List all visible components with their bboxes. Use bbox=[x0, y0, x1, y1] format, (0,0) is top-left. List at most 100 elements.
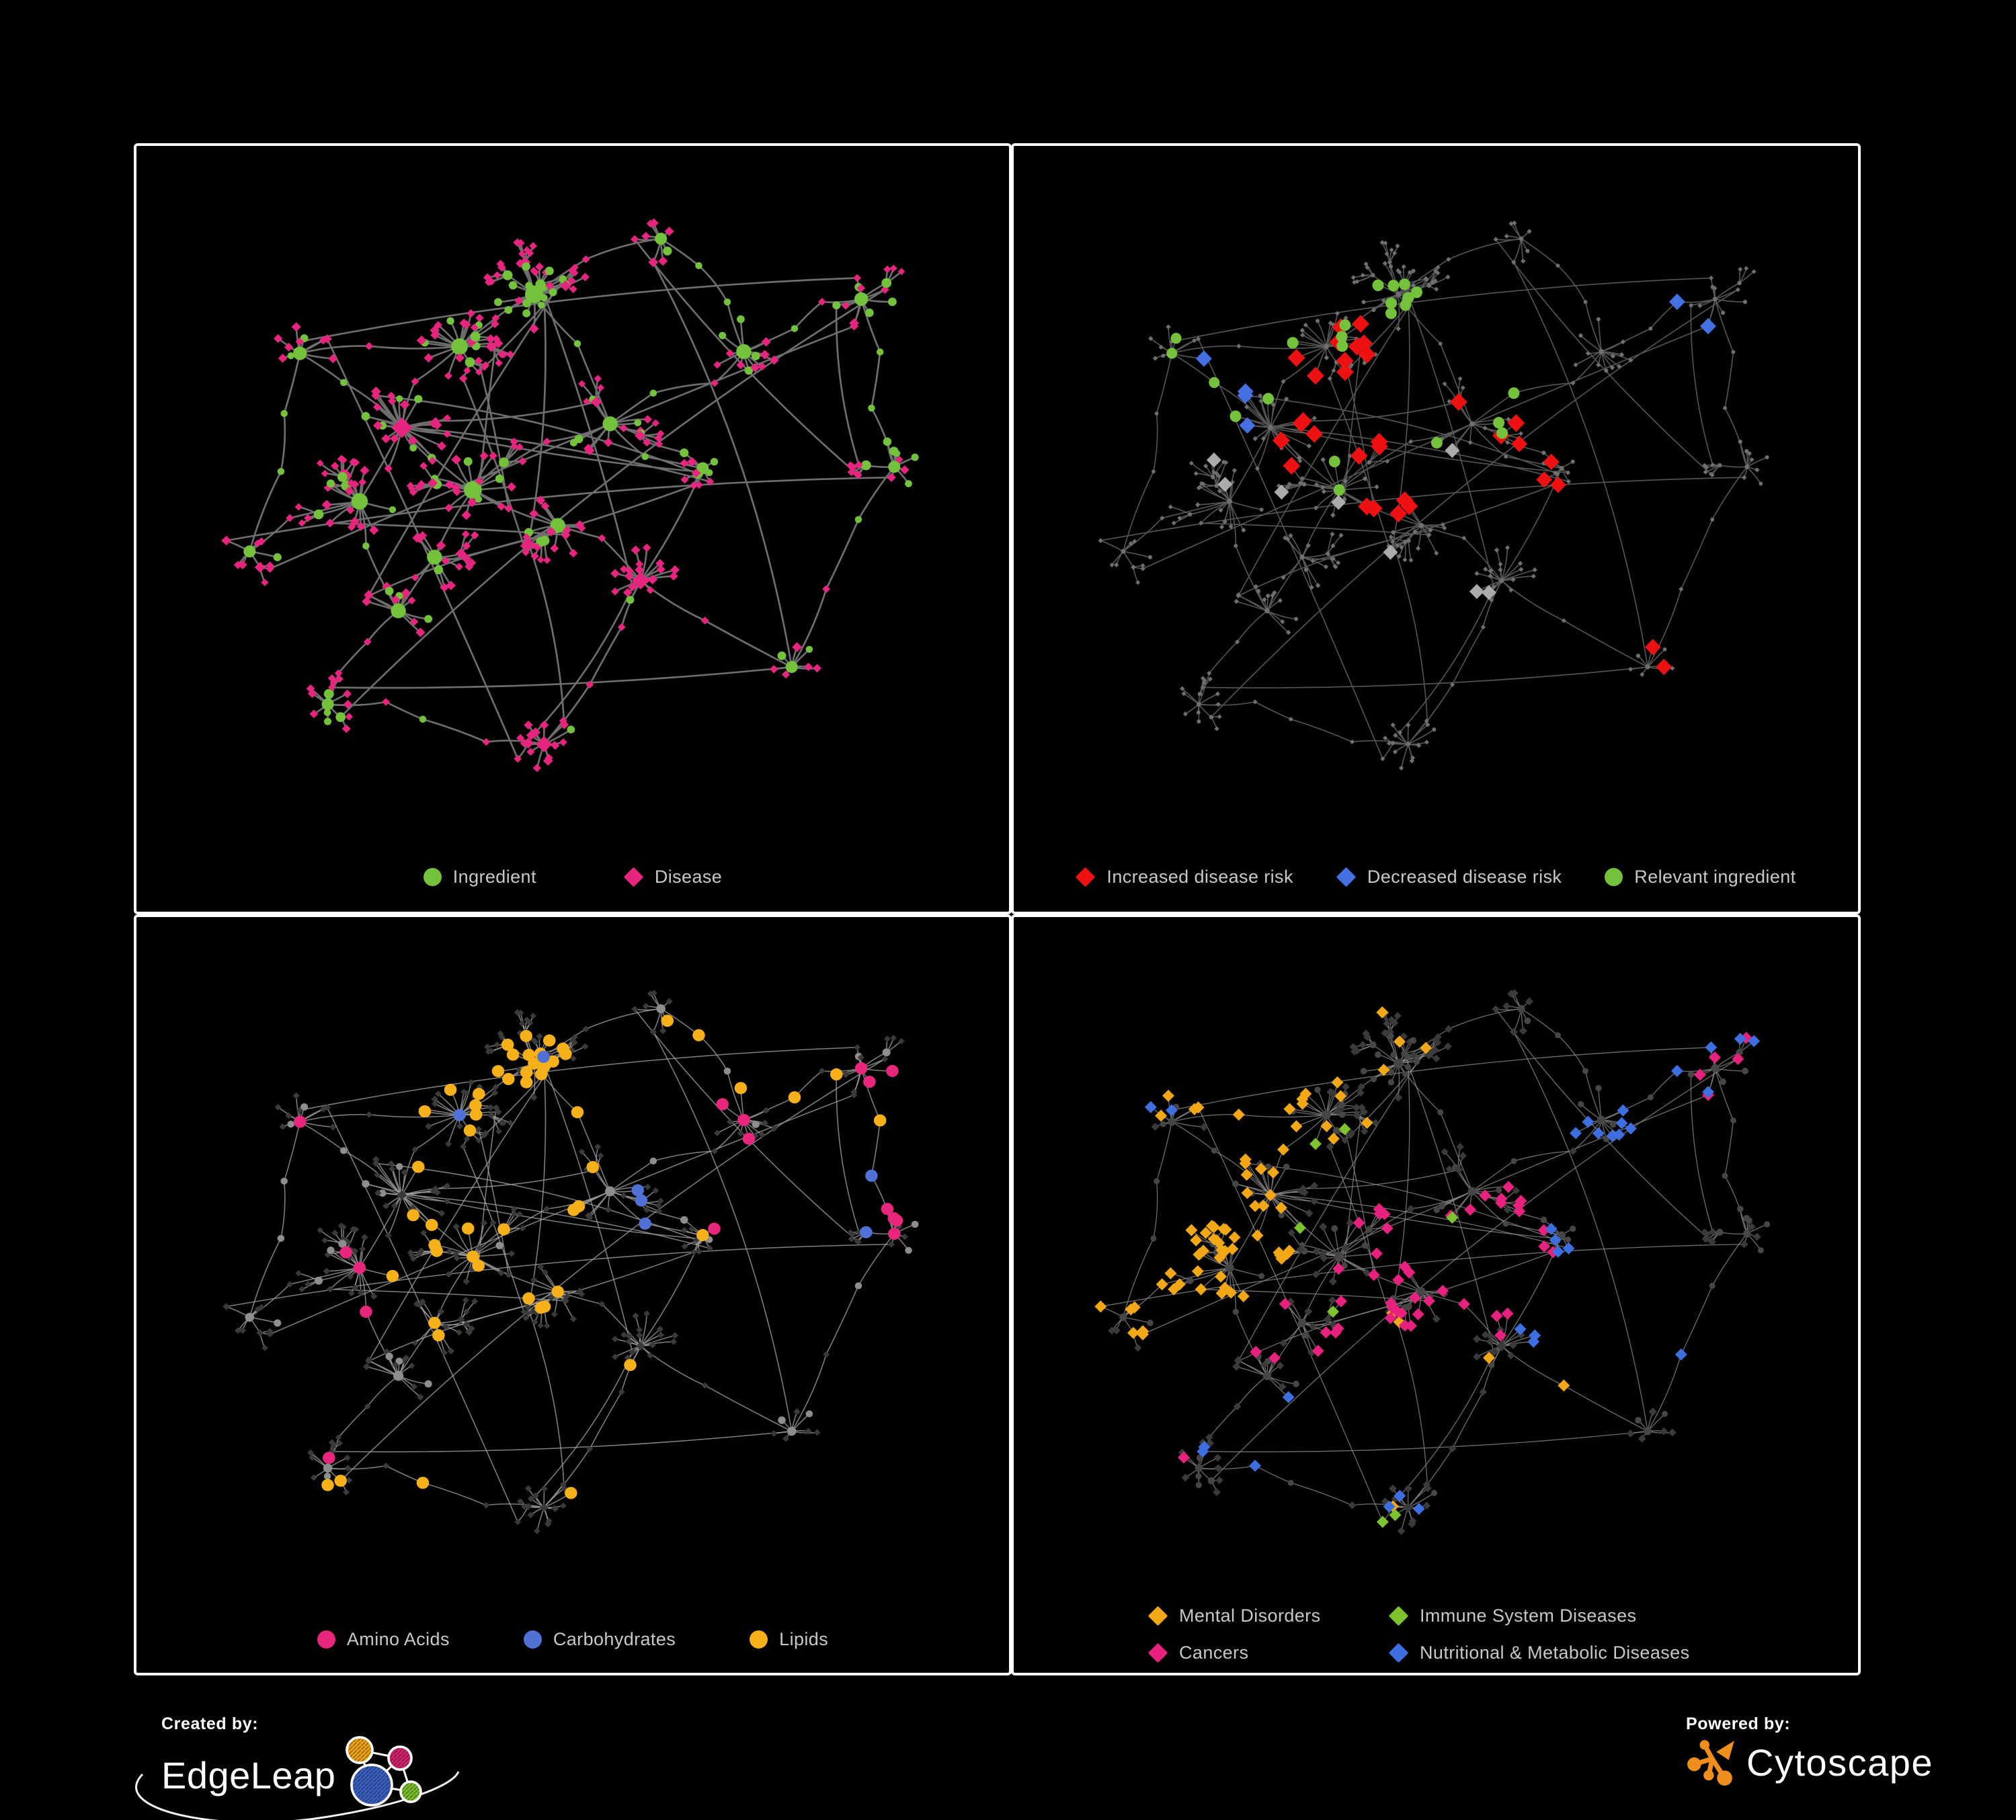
network-node bbox=[1490, 1348, 1498, 1357]
network-node bbox=[1191, 1265, 1204, 1277]
network-edge bbox=[871, 407, 895, 467]
network-node bbox=[339, 456, 348, 464]
network-node bbox=[475, 368, 483, 376]
network-node bbox=[1432, 727, 1437, 732]
network-node bbox=[462, 1297, 469, 1304]
network-node bbox=[1338, 532, 1344, 538]
network-edge bbox=[836, 1074, 860, 1232]
network-node bbox=[841, 301, 850, 310]
network-node bbox=[1570, 1127, 1582, 1140]
network-node bbox=[1442, 525, 1447, 531]
network-node bbox=[1165, 1104, 1178, 1117]
network-node bbox=[1192, 1101, 1205, 1114]
network-node bbox=[522, 1048, 536, 1062]
network-node bbox=[635, 565, 645, 575]
network-node bbox=[1349, 1043, 1358, 1052]
network-node bbox=[1254, 1162, 1267, 1175]
network-node bbox=[1437, 1284, 1449, 1298]
network-node bbox=[1353, 1047, 1361, 1055]
network-node bbox=[280, 409, 288, 418]
network-node bbox=[1168, 1283, 1180, 1296]
network-node bbox=[1225, 1263, 1234, 1273]
legend-disease-risk: Increased disease risk Decreased disease … bbox=[1014, 867, 1858, 887]
network-node bbox=[656, 565, 666, 574]
network-edge bbox=[652, 262, 793, 668]
network-node bbox=[1121, 549, 1126, 554]
network-node bbox=[1158, 344, 1164, 350]
network-node bbox=[1383, 736, 1388, 741]
network-node bbox=[1309, 1138, 1322, 1150]
legend-label: Decreased disease risk bbox=[1367, 867, 1562, 887]
network-node bbox=[471, 1298, 479, 1305]
network-edge bbox=[1197, 1107, 1383, 1522]
network-edge bbox=[1211, 1058, 1738, 1481]
network-edge bbox=[1266, 557, 1303, 611]
network-node bbox=[655, 440, 663, 448]
network-node bbox=[1730, 1117, 1736, 1123]
network-node bbox=[669, 571, 678, 581]
network-node bbox=[319, 1105, 327, 1113]
network-edge bbox=[299, 1047, 858, 1111]
network-edge bbox=[368, 278, 564, 596]
network-node bbox=[456, 1329, 462, 1336]
network-node bbox=[1635, 1417, 1642, 1424]
network-node bbox=[1461, 535, 1467, 541]
legend-item: Cancers bbox=[1147, 1643, 1389, 1663]
network-node bbox=[1331, 1225, 1338, 1232]
network-node bbox=[451, 454, 462, 465]
network-node bbox=[1320, 457, 1326, 463]
network-edge bbox=[1123, 1238, 1154, 1318]
network-node bbox=[1410, 1037, 1417, 1044]
network-node bbox=[1381, 298, 1386, 304]
network-node bbox=[597, 1152, 604, 1159]
network-node bbox=[1258, 398, 1264, 404]
network-node bbox=[524, 1017, 530, 1023]
network-edge bbox=[1382, 742, 1394, 760]
network-node bbox=[823, 1351, 830, 1358]
network-edge bbox=[1252, 1192, 1569, 1249]
network-node bbox=[1219, 1223, 1232, 1236]
legend-item: Relevant ingredient bbox=[1605, 867, 1796, 887]
network-edge bbox=[1448, 1008, 1521, 1030]
network-edge bbox=[477, 360, 510, 509]
circle-marker-icon bbox=[423, 868, 442, 886]
network-edge bbox=[1209, 1406, 1238, 1438]
network-node bbox=[671, 1332, 679, 1339]
network-node bbox=[1244, 404, 1250, 410]
legend-item: Immune System Diseases bbox=[1388, 1606, 1689, 1626]
network-edge bbox=[647, 1209, 684, 1221]
network-node bbox=[328, 683, 336, 691]
network-node bbox=[1700, 317, 1716, 335]
network-node bbox=[505, 1271, 512, 1279]
network-node bbox=[530, 1013, 536, 1019]
network-node bbox=[337, 472, 348, 482]
legend-item: Disease bbox=[623, 867, 722, 887]
network-node bbox=[467, 558, 477, 567]
network-node bbox=[1624, 1122, 1637, 1135]
network-node bbox=[1299, 554, 1305, 560]
network-node bbox=[830, 1068, 843, 1081]
network-edge bbox=[871, 1120, 881, 1176]
network-node bbox=[490, 319, 499, 329]
legend-label: Increased disease risk bbox=[1106, 867, 1293, 887]
network-node bbox=[462, 1277, 471, 1285]
network-node bbox=[860, 1226, 873, 1238]
network-node bbox=[1460, 385, 1465, 391]
network-edge bbox=[1399, 586, 1494, 733]
network-node bbox=[540, 502, 550, 511]
network-edge bbox=[527, 541, 565, 725]
network-edge bbox=[1724, 352, 1734, 409]
network-node bbox=[536, 1033, 543, 1040]
network-edge bbox=[1213, 1150, 1271, 1196]
network-node bbox=[1315, 319, 1320, 323]
network-node bbox=[1349, 739, 1355, 745]
network-node bbox=[418, 1105, 432, 1118]
network-node bbox=[465, 357, 475, 367]
network-node bbox=[832, 301, 841, 310]
network-node bbox=[1299, 332, 1305, 338]
network-node bbox=[1510, 577, 1516, 582]
network-node bbox=[522, 1292, 535, 1305]
network-node bbox=[330, 1441, 337, 1448]
network-node bbox=[1495, 1197, 1507, 1210]
network-edge bbox=[1237, 1375, 1268, 1407]
